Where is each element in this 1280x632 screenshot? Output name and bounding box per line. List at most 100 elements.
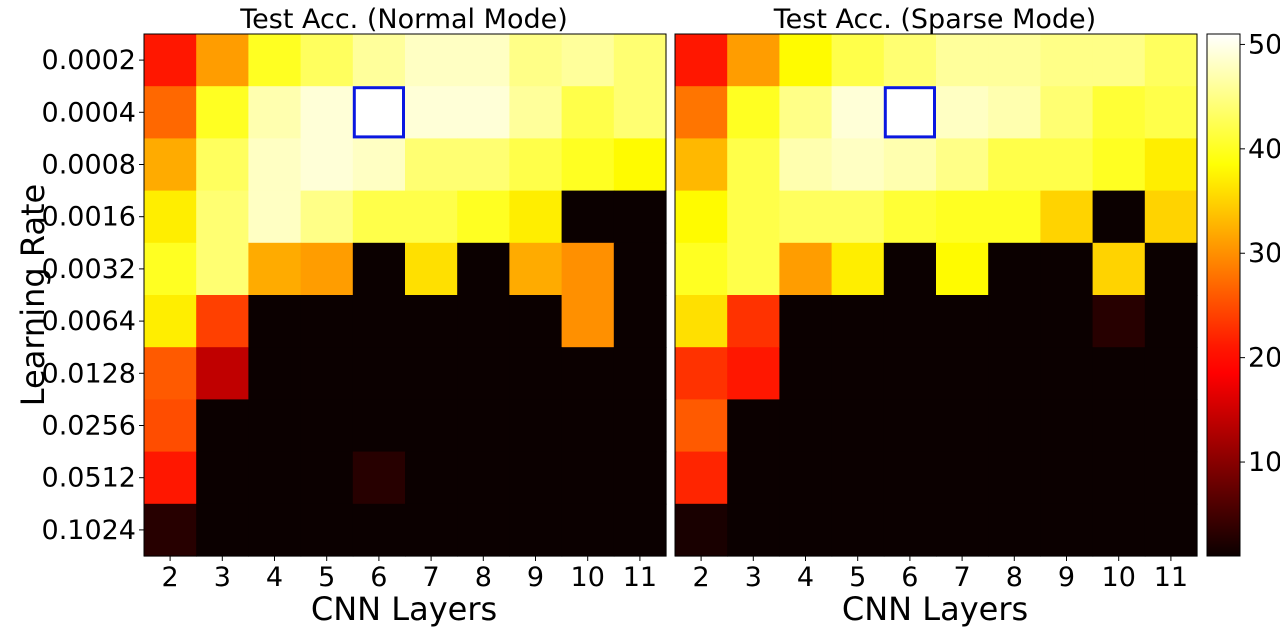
heatmap-cell — [883, 34, 937, 87]
colorbar-tick-label: 40 — [1248, 134, 1280, 165]
axis-ticks-sparse: 2 3 4 5 6 7 8 9 10 11 — [693, 556, 1188, 593]
heatmap-cell — [779, 503, 833, 557]
x-tick-label: 4 — [266, 562, 283, 593]
heatmap-cell — [509, 242, 563, 296]
x-axis-label-normal: CNN Layers — [311, 590, 497, 628]
heatmap-cell — [405, 295, 458, 348]
axis-ticks-normal: 2 3 4 5 6 7 8 9 10 11 0.0002 0.0004 0.0008 0.0016 0.00… — [42, 45, 658, 593]
heatmap-cell — [1040, 451, 1094, 505]
x-tick-label: 5 — [849, 562, 866, 593]
heatmap-cell — [561, 295, 615, 348]
heatmap-cell — [675, 86, 728, 139]
heatmap-cell — [613, 451, 667, 505]
heatmap-cell — [457, 138, 510, 192]
heatmap-cell — [457, 503, 510, 557]
heatmap-cell — [248, 34, 302, 87]
heatmap-cell — [883, 399, 937, 453]
heatmap-cell — [1092, 451, 1146, 505]
heatmap-cell — [509, 34, 563, 87]
heatmap-cell — [675, 503, 728, 557]
heatmap-cell — [248, 295, 302, 348]
heatmap-cell — [196, 295, 249, 348]
heatmap-cell — [509, 347, 563, 400]
heatmap-cell — [300, 190, 354, 244]
heatmap-cell — [457, 451, 510, 505]
heatmap-cell — [561, 190, 615, 244]
y-tick-label: 0.0064 — [42, 306, 136, 337]
heatmap-cell — [936, 295, 989, 348]
x-tick-label: 8 — [1006, 562, 1023, 593]
heatmap-cell — [613, 190, 667, 244]
heatmap-cell — [509, 503, 563, 557]
heatmap-cell — [1092, 295, 1146, 348]
heatmap-sparse-mode: Test Acc. (Sparse Mode) CNN Layers 2 3 4 5 6… — [674, 4, 1198, 628]
heatmap-cell — [300, 347, 354, 400]
heatmap-cell — [613, 295, 667, 348]
heatmap-cell — [561, 242, 615, 296]
heatmap-cell — [300, 451, 354, 505]
heatmap-cell — [1092, 34, 1146, 87]
heatmap-cell — [1040, 190, 1094, 244]
heatmap-cell — [675, 399, 728, 453]
x-tick-label: 10 — [571, 562, 605, 593]
heatmap-cell — [988, 190, 1041, 244]
heatmap-cell — [779, 451, 833, 505]
heatmap-cell — [196, 399, 249, 453]
heatmap-cell — [457, 86, 510, 139]
heatmap-cell — [457, 399, 510, 453]
heatmap-cell — [352, 138, 406, 192]
heatmap-cell — [675, 138, 728, 192]
heatmap-cell — [300, 295, 354, 348]
heatmap-cell — [457, 190, 510, 244]
heatmap-cells-sparse — [674, 33, 1198, 557]
heatmap-cell — [144, 399, 197, 453]
x-tick-label: 9 — [527, 562, 544, 593]
x-tick-label: 7 — [423, 562, 440, 593]
x-tick-label: 5 — [318, 562, 335, 593]
heatmap-cell — [1092, 138, 1146, 192]
heatmap-cell — [352, 399, 406, 453]
heatmap-cell — [675, 34, 728, 87]
heatmap-cell — [883, 138, 937, 192]
x-tick-label: 10 — [1102, 562, 1136, 593]
heatmap-cell — [831, 86, 885, 139]
heatmap-cell — [405, 34, 458, 87]
heatmap-cell — [675, 451, 728, 505]
heatmap-cell — [988, 34, 1041, 87]
x-tick-label: 6 — [370, 562, 387, 593]
heatmap-cell — [1040, 399, 1094, 453]
heatmap-cell — [405, 347, 458, 400]
heatmap-cell — [300, 503, 354, 557]
heatmap-cell — [352, 86, 406, 139]
x-tick-label: 3 — [745, 562, 762, 593]
heatmap-cell — [1092, 347, 1146, 400]
heatmap-cell — [509, 399, 563, 453]
heatmap-cell — [675, 295, 728, 348]
heatmap-cell — [779, 295, 833, 348]
heatmap-cell — [248, 190, 302, 244]
heatmap-cell — [988, 295, 1041, 348]
colorbar: 10 20 30 40 50 — [1206, 29, 1280, 557]
heatmap-cell — [561, 451, 615, 505]
heatmap-cell — [1040, 347, 1094, 400]
heatmap-cell — [144, 295, 197, 348]
colorbar-tick-label: 10 — [1248, 447, 1280, 478]
heatmap-cell — [936, 399, 989, 453]
heatmap-cell — [248, 86, 302, 139]
heatmap-cell — [405, 190, 458, 244]
heatmap-cell — [144, 138, 197, 192]
colorbar-tick-label: 50 — [1248, 29, 1280, 60]
heatmap-cell — [779, 399, 833, 453]
heatmap-cell — [405, 503, 458, 557]
heatmap-cell — [352, 190, 406, 244]
heatmap-cell — [1144, 34, 1198, 87]
heatmap-cell — [988, 242, 1041, 296]
y-tick-label: 0.1024 — [42, 515, 136, 546]
heatmap-cell — [561, 138, 615, 192]
heatmap-cell — [1144, 399, 1198, 453]
heatmap-cell — [779, 34, 833, 87]
y-tick-label: 0.0002 — [42, 45, 136, 76]
heatmap-cell — [727, 242, 780, 296]
heatmap-cell — [561, 34, 615, 87]
heatmap-cell — [196, 242, 249, 296]
